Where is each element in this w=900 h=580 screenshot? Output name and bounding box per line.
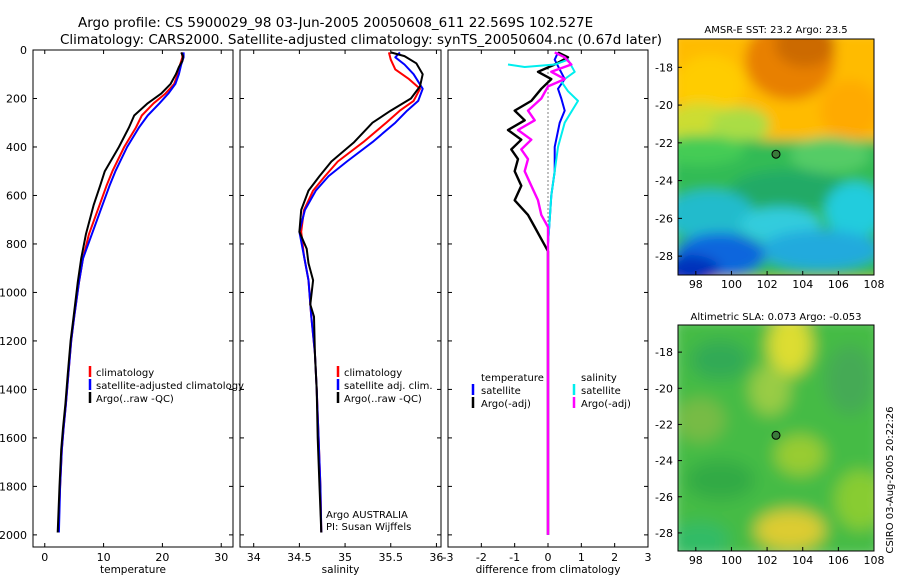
argo-location-marker [771,149,781,159]
legend-label: satellite-adjusted climatology [96,381,244,392]
map-y-tick-label: -22 [655,418,673,431]
map-y-tick-label: -28 [655,527,673,540]
y-tick-label: 2000 [0,529,27,542]
header-line2: Climatology: CARS2000. Satellite-adjuste… [60,32,662,48]
map-y-tick-label: -26 [655,212,673,225]
map-x-tick-label: 102 [757,278,778,291]
annotation: Argo AUSTRALIA [326,510,408,521]
map-x-tick-label: 100 [721,278,742,291]
series-line-3 [298,51,424,533]
sst-map: AMSR-E SST: 23.2 Argo: 23.5 [655,25,885,291]
x-tick-label: -3 [443,551,454,564]
map-x-tick-label: 104 [792,554,813,567]
map-x-tick-label: 106 [828,554,849,567]
x-axis-label: temperature [100,564,166,576]
map-x-tick-label: 108 [864,278,885,291]
profile-panel-1: 0 10 20 30 0 200 400 600 800 1000 1200 1400 1600 1800… [0,44,244,576]
sst-map-title: AMSR-E SST: 23.2 Argo: 23.5 [704,25,847,36]
map-y-tick-label: -18 [655,346,673,359]
x-tick-label: 34.5 [287,551,312,564]
x-tick-label: 34 [247,551,261,564]
map-y-tick-label: -26 [655,491,673,504]
header-line1: Argo profile: CS 5900029_98 03-Jun-2005 … [78,15,593,31]
legend-label: satellite [581,386,621,397]
x-tick-label: -1 [509,551,520,564]
legend-label: Argo(-adj) [481,399,531,410]
x-axis-label: difference from climatology [476,564,621,576]
legend-label: satellite [481,386,521,397]
y-tick-label: 600 [6,189,27,202]
plot-frame [32,49,234,548]
legend-label: salinity [581,373,617,384]
map-x-tick-label: 100 [721,554,742,567]
map-y-tick-label: -28 [655,250,673,263]
map-y-tick-label: -18 [655,61,673,74]
y-tick-label: 400 [6,141,27,154]
y-tick-label: 200 [6,92,27,105]
map-x-tick-label: 98 [689,554,703,567]
x-tick-label: 3 [645,551,652,564]
map-y-tick-label: -22 [655,137,673,150]
x-tick-label: 2 [611,551,618,564]
profile-panel-2: 34 34.5 35 35.5 36 salinity climatology satelli… [239,49,443,576]
sla-map-title: Altimetric SLA: 0.073 Argo: -0.053 [691,312,862,323]
x-tick-label: 35 [338,551,352,564]
x-tick-label: 35.5 [379,551,404,564]
map-y-tick-label: -20 [655,99,673,112]
map-y-tick-label: -24 [655,455,673,468]
side-label: CSIRO 03-Aug-2005 20:22:26 [885,406,896,553]
plot-frame [239,49,442,548]
y-tick-label: 1000 [0,286,27,299]
series-line-4 [516,51,573,535]
x-tick-label: 1 [578,551,585,564]
y-tick-label: 1800 [0,480,27,493]
map-x-tick-label: 98 [689,278,703,291]
argo-location-marker [771,430,781,440]
x-axis-label: salinity [322,564,360,576]
legend-label: climatology [344,368,402,379]
x-tick-label: 20 [155,551,169,564]
series-line-1 [547,51,566,535]
map-y-tick-label: -24 [655,175,673,188]
x-tick-label: 30 [214,551,228,564]
legend-label: temperature [481,373,544,384]
x-tick-label: 0 [41,551,48,564]
series-line-2 [57,52,185,533]
map-y-tick-label: -20 [655,382,673,395]
map-x-tick-label: 102 [757,554,778,567]
legend-label: Argo(-adj) [581,399,631,410]
x-tick-label: -2 [476,551,487,564]
legend-label: satellite adj. clim. [344,381,433,392]
y-tick-label: 1600 [0,432,27,445]
map-x-tick-label: 106 [828,278,849,291]
sla-map: Altimetric SLA: 0.073 Argo: -0.053 98 100… [655,312,885,567]
x-tick-label: 0 [545,551,552,564]
y-tick-label: 1400 [0,383,27,396]
y-tick-label: 800 [6,238,27,251]
legend-label: Argo(..raw -QC) [344,394,422,405]
series-line-3 [56,51,184,533]
profile-panel-3: -3 -2 -1 0 1 2 3 difference from climatology tem… [443,49,652,576]
map-x-tick-label: 104 [792,278,813,291]
map-x-tick-label: 108 [864,554,885,567]
y-tick-label: 0 [20,44,27,57]
x-tick-label: 36 [429,551,443,564]
legend-label: Argo(..raw -QC) [96,394,174,405]
annotation: PI: Susan Wijffels [326,522,411,533]
x-tick-label: 10 [97,551,111,564]
y-tick-label: 1200 [0,335,27,348]
legend-label: climatology [96,368,154,379]
